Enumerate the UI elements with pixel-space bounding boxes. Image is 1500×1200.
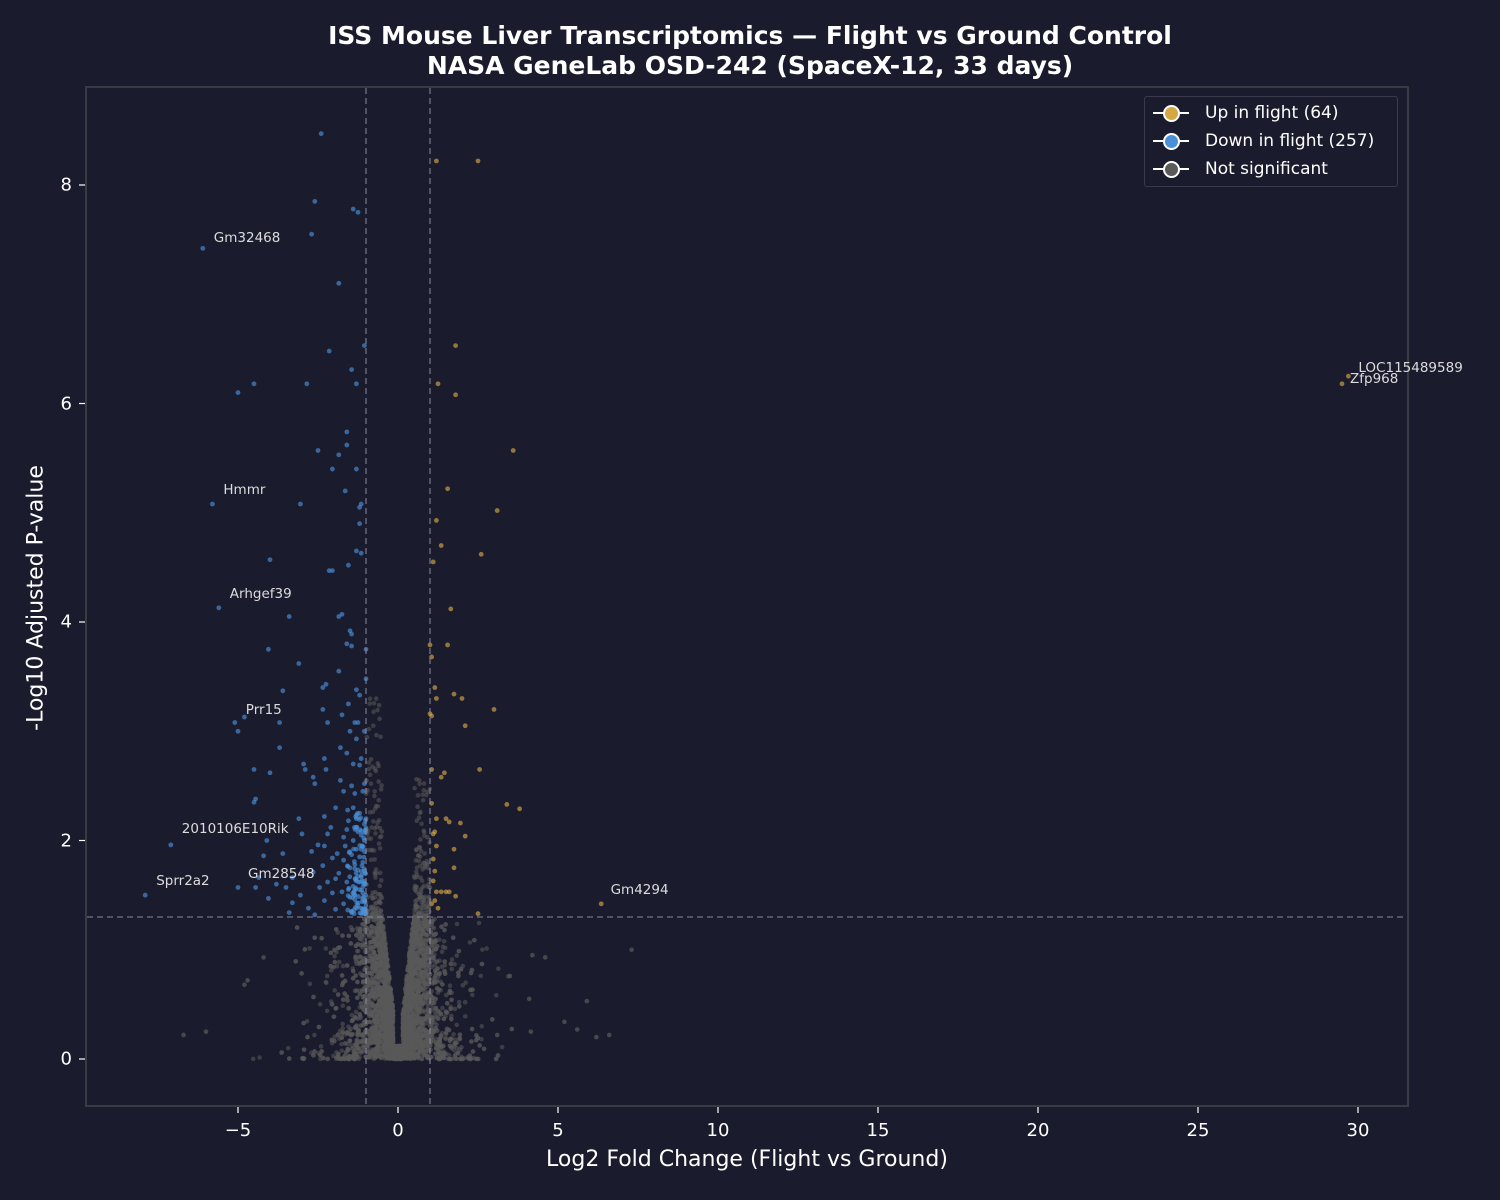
y-tick-label: 8	[60, 174, 72, 196]
gene-label: Hmmr	[223, 482, 266, 498]
gene-label: LOC115489589	[1358, 360, 1463, 377]
x-axis-label: Log2 Fold Change (Flight vs Ground)	[546, 1147, 948, 1172]
legend: Up in flight (64) Down in flight (257) N…	[1144, 96, 1398, 187]
chart-subtitle: NASA GeneLab OSD-242 (SpaceX-12, 33 days…	[426, 51, 1074, 80]
gene-label: Sprr2a2	[156, 873, 210, 890]
legend-label-ns: Not significant	[1205, 159, 1328, 179]
x-tick-label: 5	[552, 1120, 564, 1141]
y-tick-label: 4	[60, 611, 72, 633]
x-tick-label: 30	[1346, 1120, 1370, 1141]
axis-ticks	[79, 184, 1359, 1113]
chart-title: ISS Mouse Liver Transcriptomics — Flight…	[328, 21, 1172, 50]
gene-label: Zfp968	[1350, 370, 1399, 387]
not-significant-points	[181, 696, 634, 1062]
legend-label-down: Down in flight (257)	[1205, 131, 1375, 151]
gene-label: Gm4294	[610, 881, 669, 898]
x-tick-label: 25	[1186, 1120, 1210, 1141]
y-tick-label: 6	[60, 393, 72, 414]
down-marker-icon	[1151, 131, 1191, 151]
y-tick-label: 0	[60, 1048, 72, 1070]
x-tick-label: 10	[706, 1120, 730, 1141]
x-tick-label: −5	[224, 1120, 252, 1141]
gene-label: Gm32468	[213, 230, 281, 247]
gene-label: Arhgef39	[229, 585, 292, 602]
y-axis-label: -Log10 Adjusted P-value	[23, 465, 49, 731]
gene-label: Prr15	[245, 701, 282, 718]
gene-label: Gm28548	[248, 866, 315, 883]
legend-label-up: Up in flight (64)	[1205, 103, 1339, 123]
gene-label: 2010106E10Rik	[181, 820, 289, 837]
x-tick-label: 0	[392, 1120, 404, 1141]
legend-item-up: Up in flight (64)	[1151, 100, 1339, 126]
legend-item-ns: Not significant	[1151, 156, 1328, 182]
axes-frame	[85, 86, 1409, 1107]
threshold-lines	[87, 88, 1407, 1105]
up-marker-icon	[1151, 103, 1191, 123]
legend-item-down: Down in flight (257)	[1151, 128, 1374, 154]
x-tick-label: 20	[1026, 1120, 1050, 1141]
x-tick-label: 15	[866, 1120, 890, 1141]
ns-marker-icon	[1151, 159, 1191, 179]
y-tick-label: 2	[60, 830, 72, 851]
